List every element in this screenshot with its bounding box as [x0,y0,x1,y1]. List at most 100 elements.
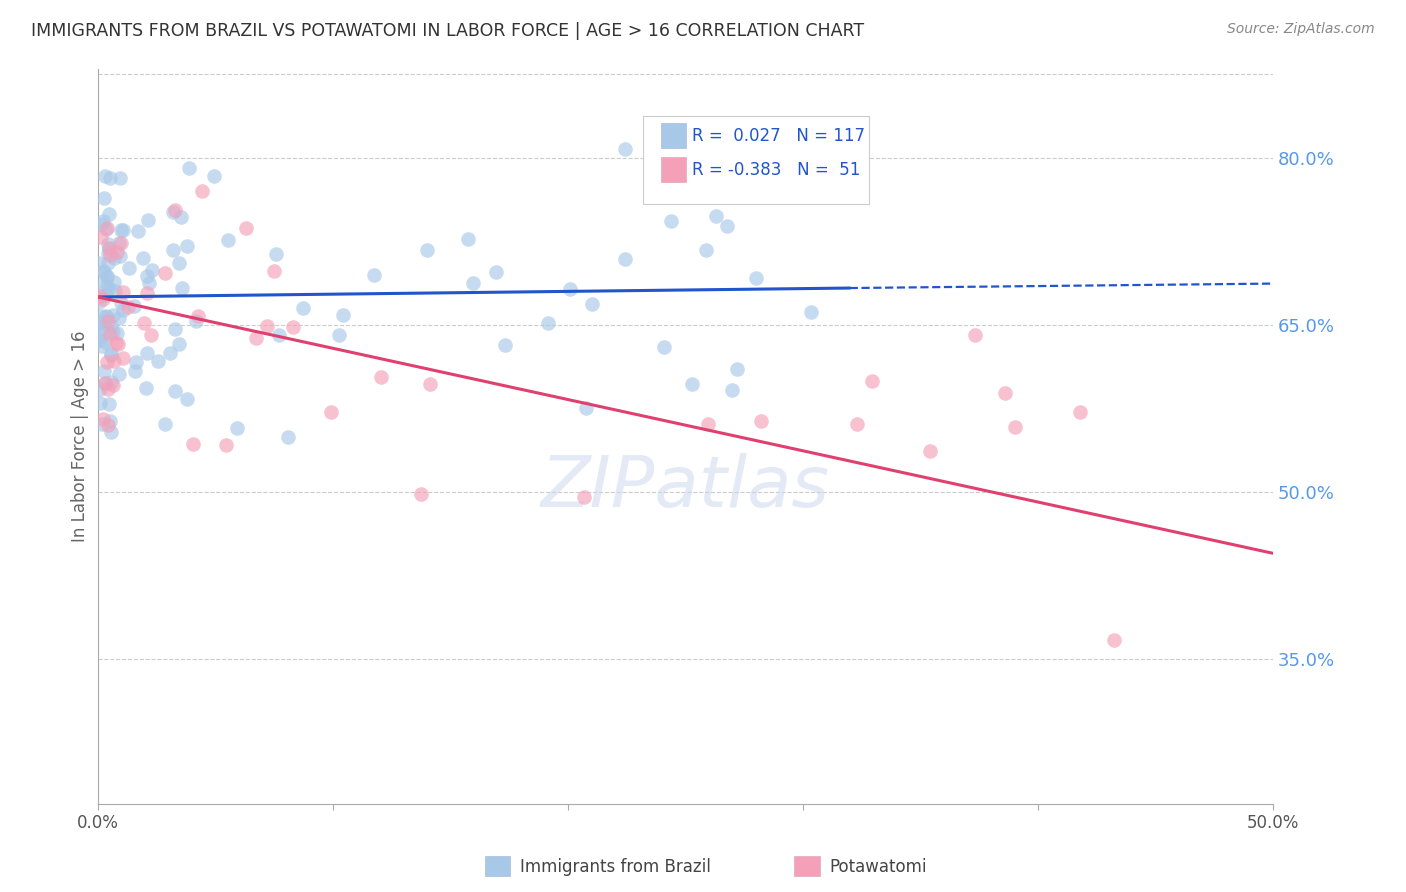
Point [98,326,121,341]
Point [264,247,287,261]
Point [93,364,115,378]
Point [97,314,120,328]
Point [153,266,176,280]
Point [110,296,132,310]
Point [141,262,163,277]
Point [94,334,117,349]
Point [94,376,117,390]
Point [108,311,131,326]
Point [918,444,941,458]
Point [105,336,128,351]
Point [283,320,305,334]
Point [256,319,278,334]
Point [105,245,128,260]
Point [98,171,121,186]
Point [186,314,208,328]
Point [97,237,120,252]
Point [167,337,190,351]
Point [614,252,637,266]
Point [172,281,194,295]
Point [103,251,125,265]
Point [93,326,115,340]
Point [652,340,675,354]
Point [226,420,249,434]
Point [176,392,198,407]
Point [202,169,225,183]
Point [97,245,120,260]
Point [125,354,148,368]
Point [94,309,117,323]
Point [97,417,120,432]
Point [94,288,117,302]
Point [103,354,125,368]
Point [93,191,115,205]
Point [118,261,141,276]
Point [90,217,112,231]
Point [91,214,114,228]
Point [457,232,479,246]
Point [132,251,155,265]
Point [183,437,205,451]
Point [159,345,181,359]
Point [409,487,432,501]
Point [97,397,120,411]
Point [93,315,115,329]
Point [93,376,115,390]
Point [277,430,299,444]
Point [153,417,176,432]
Point [292,301,315,316]
Point [165,203,187,218]
Point [721,383,744,397]
Point [235,221,257,235]
Point [167,256,190,270]
Point [124,363,146,377]
Point [319,405,342,419]
Point [170,211,193,225]
Text: R = -0.383   N =  51: R = -0.383 N = 51 [692,161,860,178]
Point [1069,404,1091,418]
Point [110,171,132,186]
Point [461,276,484,290]
Point [100,348,122,362]
Point [96,310,118,324]
Point [96,279,118,293]
Point [127,224,149,238]
Point [91,277,114,292]
Point [558,282,581,296]
Point [725,362,748,376]
Point [117,300,139,314]
Text: Source: ZipAtlas.com: Source: ZipAtlas.com [1227,22,1375,37]
Point [136,345,159,359]
Point [572,490,595,504]
Point [704,209,727,223]
Point [370,369,392,384]
Point [494,337,516,351]
Point [267,327,290,342]
Point [332,308,354,322]
Point [415,243,437,257]
Point [122,299,145,313]
Point [90,310,112,324]
Point [217,233,239,247]
Point [177,161,200,175]
Point [846,417,869,431]
Point [100,319,122,334]
Point [162,244,184,258]
Point [103,284,125,298]
Point [90,230,112,244]
Point [697,417,720,432]
Point [96,269,118,284]
Point [87,255,110,269]
Point [176,238,198,252]
Point [749,414,772,428]
Point [135,381,157,395]
Point [89,396,111,410]
Point [97,206,120,220]
Text: Immigrants from Brazil: Immigrants from Brazil [520,858,711,876]
Point [163,322,186,336]
Point [94,169,117,183]
Point [263,264,285,278]
Text: R =  0.027   N = 117: R = 0.027 N = 117 [692,127,865,145]
Point [100,375,122,389]
Point [681,376,703,391]
